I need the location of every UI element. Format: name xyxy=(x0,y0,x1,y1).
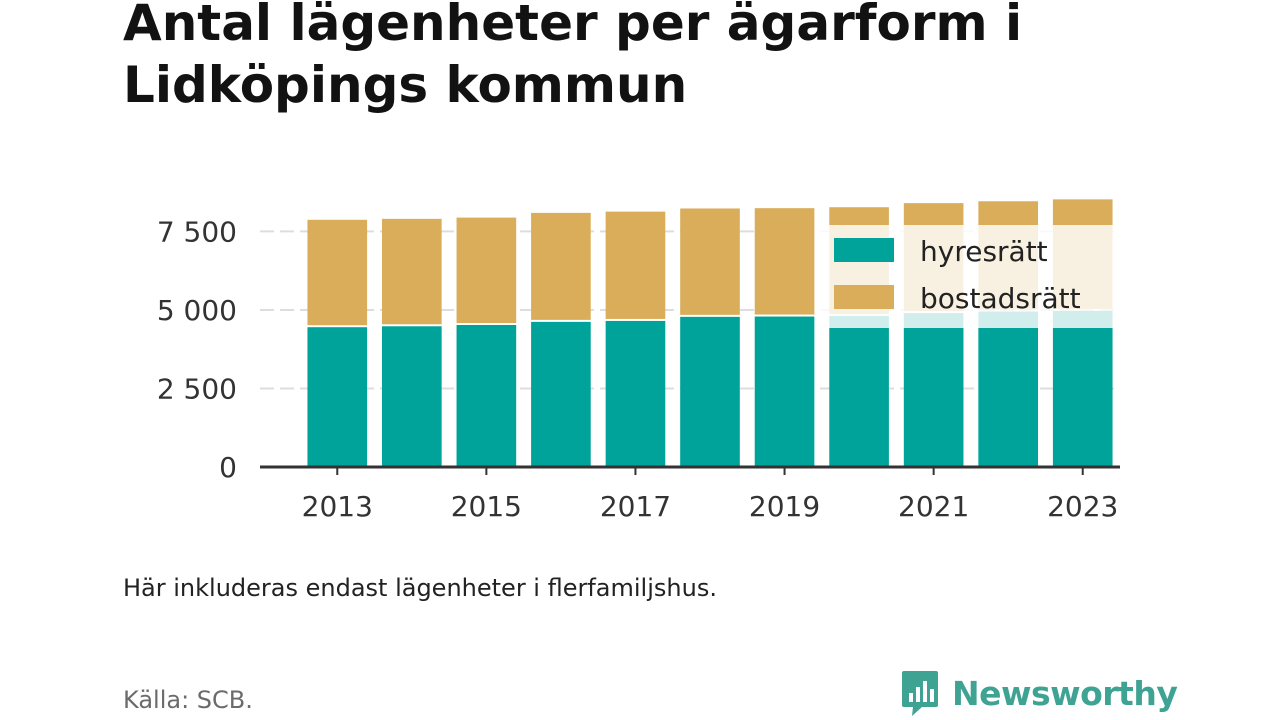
bar-hyresratt xyxy=(1052,310,1113,467)
bar-bostadsratt xyxy=(754,208,815,315)
bar-bostadsratt xyxy=(382,218,442,325)
legend-swatch xyxy=(834,238,894,262)
y-tick-label: 2 500 xyxy=(157,372,237,405)
source-note: Källa: SCB. xyxy=(123,686,253,714)
legend-swatch xyxy=(834,285,894,309)
bar-bostadsratt xyxy=(307,219,368,326)
axes: 0 2 500 5 000 7 500 2013 2015 2017 2019 2021 2023 xyxy=(157,215,1120,523)
bar-bostadsratt xyxy=(456,217,517,324)
chart-note: Här inkluderas endast lägenheter i flerf… xyxy=(123,574,717,602)
bar-hyresratt xyxy=(978,311,1038,467)
legend: hyresrätt bostadsrätt xyxy=(820,225,1120,328)
x-tick-label: 2023 xyxy=(1047,490,1118,523)
bar-hyresratt xyxy=(307,327,368,467)
x-tick-label: 2021 xyxy=(898,490,969,523)
x-tick-label: 2017 xyxy=(600,490,671,523)
chart-title: Antal lägenheter per ägarform i Lidköpin… xyxy=(123,0,1023,114)
bar-hyresratt xyxy=(903,313,964,467)
newsworthy-logo-icon xyxy=(902,671,938,716)
bar-hyresratt xyxy=(680,316,740,467)
x-tick-label: 2015 xyxy=(451,490,522,523)
legend-background xyxy=(820,225,1120,328)
brand-logo: Newsworthy xyxy=(900,668,1178,718)
bar-bostadsratt xyxy=(531,212,591,320)
bar-hyresratt xyxy=(829,315,889,467)
bar-hyresratt xyxy=(754,316,815,467)
bar-hyresratt xyxy=(531,321,591,467)
bar-bostadsratt xyxy=(680,208,740,315)
bar-hyresratt xyxy=(605,320,666,467)
legend-label: hyresrätt xyxy=(920,235,1048,268)
bar-bostadsratt xyxy=(605,211,666,319)
y-tick-label: 0 xyxy=(219,451,237,484)
legend-label: bostadsrätt xyxy=(920,282,1081,315)
x-tick-label: 2013 xyxy=(302,490,373,523)
bar-hyresratt xyxy=(456,325,517,467)
bars xyxy=(307,199,1113,467)
x-tick-label: 2019 xyxy=(749,490,820,523)
bar-hyresratt xyxy=(382,326,442,467)
y-tick-label: 5 000 xyxy=(157,294,237,327)
y-tick-label: 7 500 xyxy=(157,215,237,248)
brand-name: Newsworthy xyxy=(952,673,1178,713)
